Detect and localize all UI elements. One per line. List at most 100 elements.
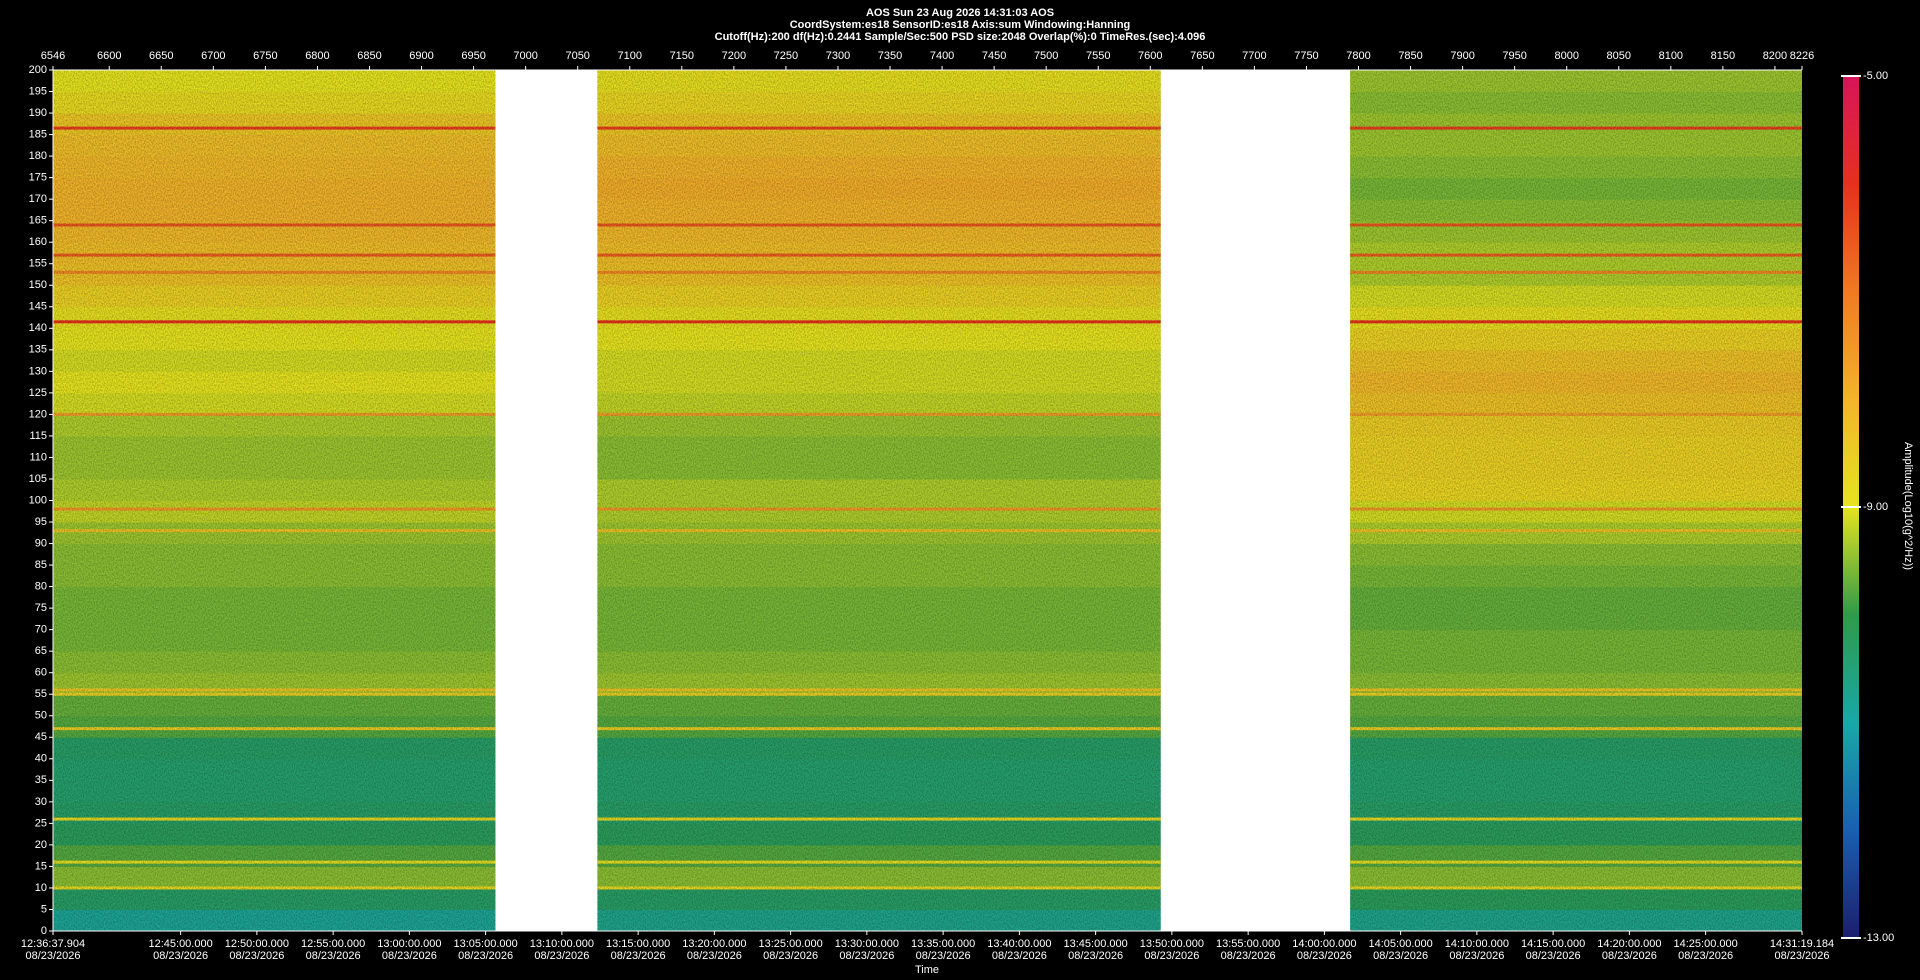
x2-tick-label: 14:10:00.000: [1445, 938, 1509, 950]
x2-tick-date: 08/23/2026: [534, 950, 589, 962]
x2-tick-label: 13:10:00.000: [530, 938, 594, 950]
x-tick-label: 7300: [826, 50, 850, 62]
x-tick-label: 7850: [1398, 50, 1422, 62]
y-tick-label: 165: [29, 215, 47, 227]
y-tick-label: 85: [35, 559, 47, 571]
x2-tick-label: 14:00:00.000: [1292, 938, 1356, 950]
y-tick-label: 185: [29, 128, 47, 140]
x-tick-label: 8050: [1607, 50, 1631, 62]
x2-tick-date: 08/23/2026: [25, 950, 80, 962]
x-tick-label: 7500: [1034, 50, 1058, 62]
x-tick-label: 6950: [461, 50, 485, 62]
y-tick-label: 140: [29, 322, 47, 334]
x-tick-label: 7150: [670, 50, 694, 62]
x2-tick-date: 08/23/2026: [1526, 950, 1581, 962]
noise: [1350, 70, 1802, 931]
y-tick-label: 160: [29, 236, 47, 248]
x-tick-label: 7900: [1450, 50, 1474, 62]
chart-subtitle: CoordSystem:es18 SensorID:es18 Axis:sum …: [790, 19, 1131, 31]
y-tick-label: 25: [35, 817, 47, 829]
y-tick-label: 60: [35, 667, 47, 679]
x2-tick-date: 08/23/2026: [687, 950, 742, 962]
colorbar-label: Amplitude(Log10(g^2/Hz)): [1902, 442, 1914, 570]
y-tick-label: 120: [29, 408, 47, 420]
x-tick-label: 7100: [618, 50, 642, 62]
x2-tick-date: 08/23/2026: [839, 950, 894, 962]
x2-tick-label: 13:20:00.000: [682, 938, 746, 950]
chart-subtitle: Cutoff(Hz):200 df(Hz):0.2441 Sample/Sec:…: [715, 31, 1206, 43]
y-tick-label: 175: [29, 172, 47, 184]
x2-tick-date: 08/23/2026: [1774, 950, 1829, 962]
x2-tick-label: 13:00:00.000: [377, 938, 441, 950]
x2-tick-date: 08/23/2026: [229, 950, 284, 962]
y-tick-label: 35: [35, 774, 47, 786]
x-tick-label: 6900: [409, 50, 433, 62]
x2-tick-label: 13:30:00.000: [835, 938, 899, 950]
x2-tick-label: 13:55:00.000: [1216, 938, 1280, 950]
x2-tick-label: 14:05:00.000: [1369, 938, 1433, 950]
x-tick-label: 7450: [982, 50, 1006, 62]
x-tick-label: 7200: [722, 50, 746, 62]
y-tick-label: 30: [35, 796, 47, 808]
x2-tick-label: 14:20:00.000: [1597, 938, 1661, 950]
x-tick-label: 7700: [1242, 50, 1266, 62]
x2-tick-label: 12:45:00.000: [148, 938, 212, 950]
x-tick-label: 8200: [1763, 50, 1787, 62]
x2-tick-date: 08/23/2026: [763, 950, 818, 962]
x-tick-label: 6700: [201, 50, 225, 62]
y-tick-label: 125: [29, 387, 47, 399]
x-tick-label: 8100: [1659, 50, 1683, 62]
x-tick-label: 8226: [1790, 50, 1814, 62]
y-tick-label: 50: [35, 710, 47, 722]
x2-tick-label: 12:55:00.000: [301, 938, 365, 950]
x2-tick-label: 12:50:00.000: [225, 938, 289, 950]
x2-tick-label: 13:15:00.000: [606, 938, 670, 950]
y-tick-label: 0: [41, 925, 47, 937]
colorbar-tick-label: -13.00: [1863, 932, 1894, 944]
x-tick-label: 7050: [565, 50, 589, 62]
colorbar-tick-label: -5.00: [1863, 70, 1888, 82]
y-tick-label: 145: [29, 301, 47, 313]
x2-tick-date: 08/23/2026: [1678, 950, 1733, 962]
x2-tick-date: 08/23/2026: [382, 950, 437, 962]
x-tick-label: 7750: [1294, 50, 1318, 62]
y-tick-label: 195: [29, 85, 47, 97]
x2-tick-date: 08/23/2026: [916, 950, 971, 962]
x2-tick-date: 08/23/2026: [611, 950, 666, 962]
y-tick-label: 55: [35, 688, 47, 700]
x-tick-label: 7550: [1086, 50, 1110, 62]
x2-tick-label: 13:35:00.000: [911, 938, 975, 950]
y-tick-label: 115: [29, 430, 47, 442]
x-tick-label: 7250: [774, 50, 798, 62]
y-tick-label: 95: [35, 516, 47, 528]
x2-tick-label: 12:36:37.904: [21, 938, 85, 950]
x2-tick-date: 08/23/2026: [306, 950, 361, 962]
x-tick-label: 6600: [97, 50, 121, 62]
x-tick-label: 6850: [357, 50, 381, 62]
x2-tick-date: 08/23/2026: [458, 950, 513, 962]
y-tick-label: 40: [35, 753, 47, 765]
x2-tick-date: 08/23/2026: [1297, 950, 1352, 962]
x-tick-label: 8000: [1554, 50, 1578, 62]
texture: [53, 70, 1802, 931]
x-axis-label: Time: [915, 964, 939, 976]
x2-tick-date: 08/23/2026: [153, 950, 208, 962]
y-tick-label: 70: [35, 624, 47, 636]
y-tick-label: 105: [29, 473, 47, 485]
x2-tick-date: 08/23/2026: [1602, 950, 1657, 962]
x2-tick-date: 08/23/2026: [1221, 950, 1276, 962]
y-tick-label: 10: [35, 882, 47, 894]
x-tick-label: 6750: [253, 50, 277, 62]
y-tick-label: 90: [35, 537, 47, 549]
x-tick-label: 7400: [930, 50, 954, 62]
y-tick-label: 170: [29, 193, 47, 205]
y-tick-label: 20: [35, 839, 47, 851]
noise: [597, 70, 1161, 931]
y-tick-label: 110: [29, 451, 47, 463]
x-tick-label: 6546: [41, 50, 65, 62]
x-tick-label: 8150: [1711, 50, 1735, 62]
x-tick-label: 7950: [1502, 50, 1526, 62]
colorbar-tick-label: -9.00: [1863, 501, 1888, 513]
